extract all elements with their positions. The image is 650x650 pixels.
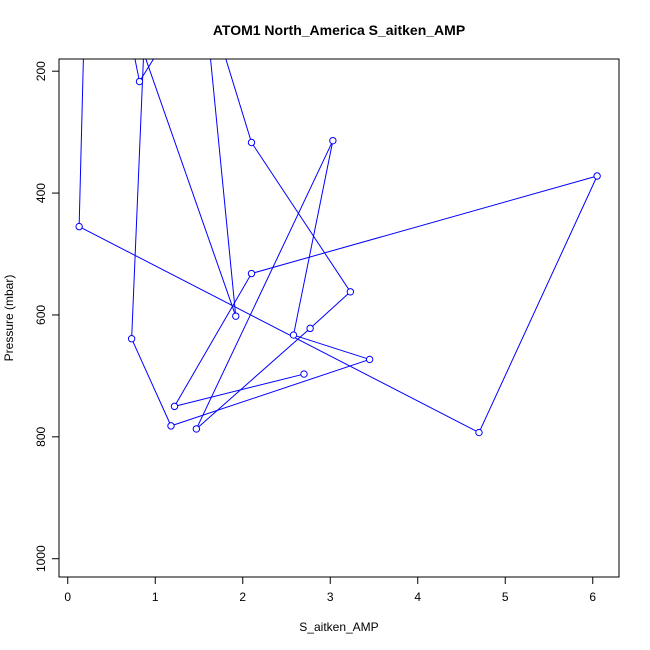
y-tick-label: 600 xyxy=(34,305,48,325)
data-point xyxy=(475,428,483,437)
y-axis-label: Pressure (mbar) xyxy=(2,275,16,362)
data-point xyxy=(247,138,256,147)
data-point xyxy=(192,425,201,433)
series-line-segment xyxy=(195,140,334,430)
x-tick-label: 3 xyxy=(327,590,334,604)
series-line-segment xyxy=(225,59,252,143)
y-tick-label: 800 xyxy=(34,427,48,447)
series-line-segment xyxy=(293,140,334,336)
y-tick-label: 200 xyxy=(34,61,48,81)
series-line-segment xyxy=(251,175,598,274)
series-line-segment xyxy=(134,59,140,82)
data-point xyxy=(135,77,144,86)
series-line-segment xyxy=(174,373,305,407)
data-point xyxy=(300,370,308,378)
plot-area xyxy=(75,59,601,437)
data-point xyxy=(593,172,601,180)
data-point xyxy=(365,355,374,364)
series-line-segment xyxy=(139,59,155,82)
series-line-segment xyxy=(131,338,172,427)
series-line-segment xyxy=(78,226,480,434)
x-axis-label: S_aitken_AMP xyxy=(299,620,378,634)
plot-frame xyxy=(58,58,620,578)
series-line-segment xyxy=(309,291,351,329)
x-tick-label: 2 xyxy=(239,590,246,604)
y-axis: 200 400 600 800 1000 xyxy=(34,61,60,572)
series-line-segment xyxy=(478,175,598,433)
x-tick-label: 0 xyxy=(64,590,71,604)
data-point xyxy=(75,222,83,231)
data-point xyxy=(346,288,355,296)
data-point xyxy=(289,331,298,339)
series-line-segment xyxy=(293,334,370,360)
x-tick-label: 5 xyxy=(502,590,509,604)
series-line-segment xyxy=(196,327,311,430)
chart-title: ATOM1 North_America S_aitken_AMP xyxy=(213,22,465,38)
series-line-segment xyxy=(131,59,144,339)
y-tick-label: 1000 xyxy=(34,545,48,572)
data-point xyxy=(170,402,179,411)
series-line-segment xyxy=(78,59,84,227)
series-line-segment xyxy=(170,358,370,427)
data-point xyxy=(306,324,314,333)
data-point xyxy=(127,335,136,343)
data-point xyxy=(329,136,337,145)
series-line-segment xyxy=(145,59,237,317)
x-tick-label: 1 xyxy=(152,590,159,604)
series-line-segment xyxy=(174,273,252,407)
x-tick-label: 4 xyxy=(414,590,421,604)
y-tick-label: 400 xyxy=(34,183,48,203)
data-point xyxy=(232,312,240,320)
series-line-segment xyxy=(210,59,237,317)
data-point xyxy=(167,422,175,430)
x-axis: 0 1 2 3 4 5 6 xyxy=(64,576,596,604)
data-point xyxy=(247,269,256,278)
series-line-segment xyxy=(251,142,351,293)
x-tick-label: 6 xyxy=(589,590,596,604)
